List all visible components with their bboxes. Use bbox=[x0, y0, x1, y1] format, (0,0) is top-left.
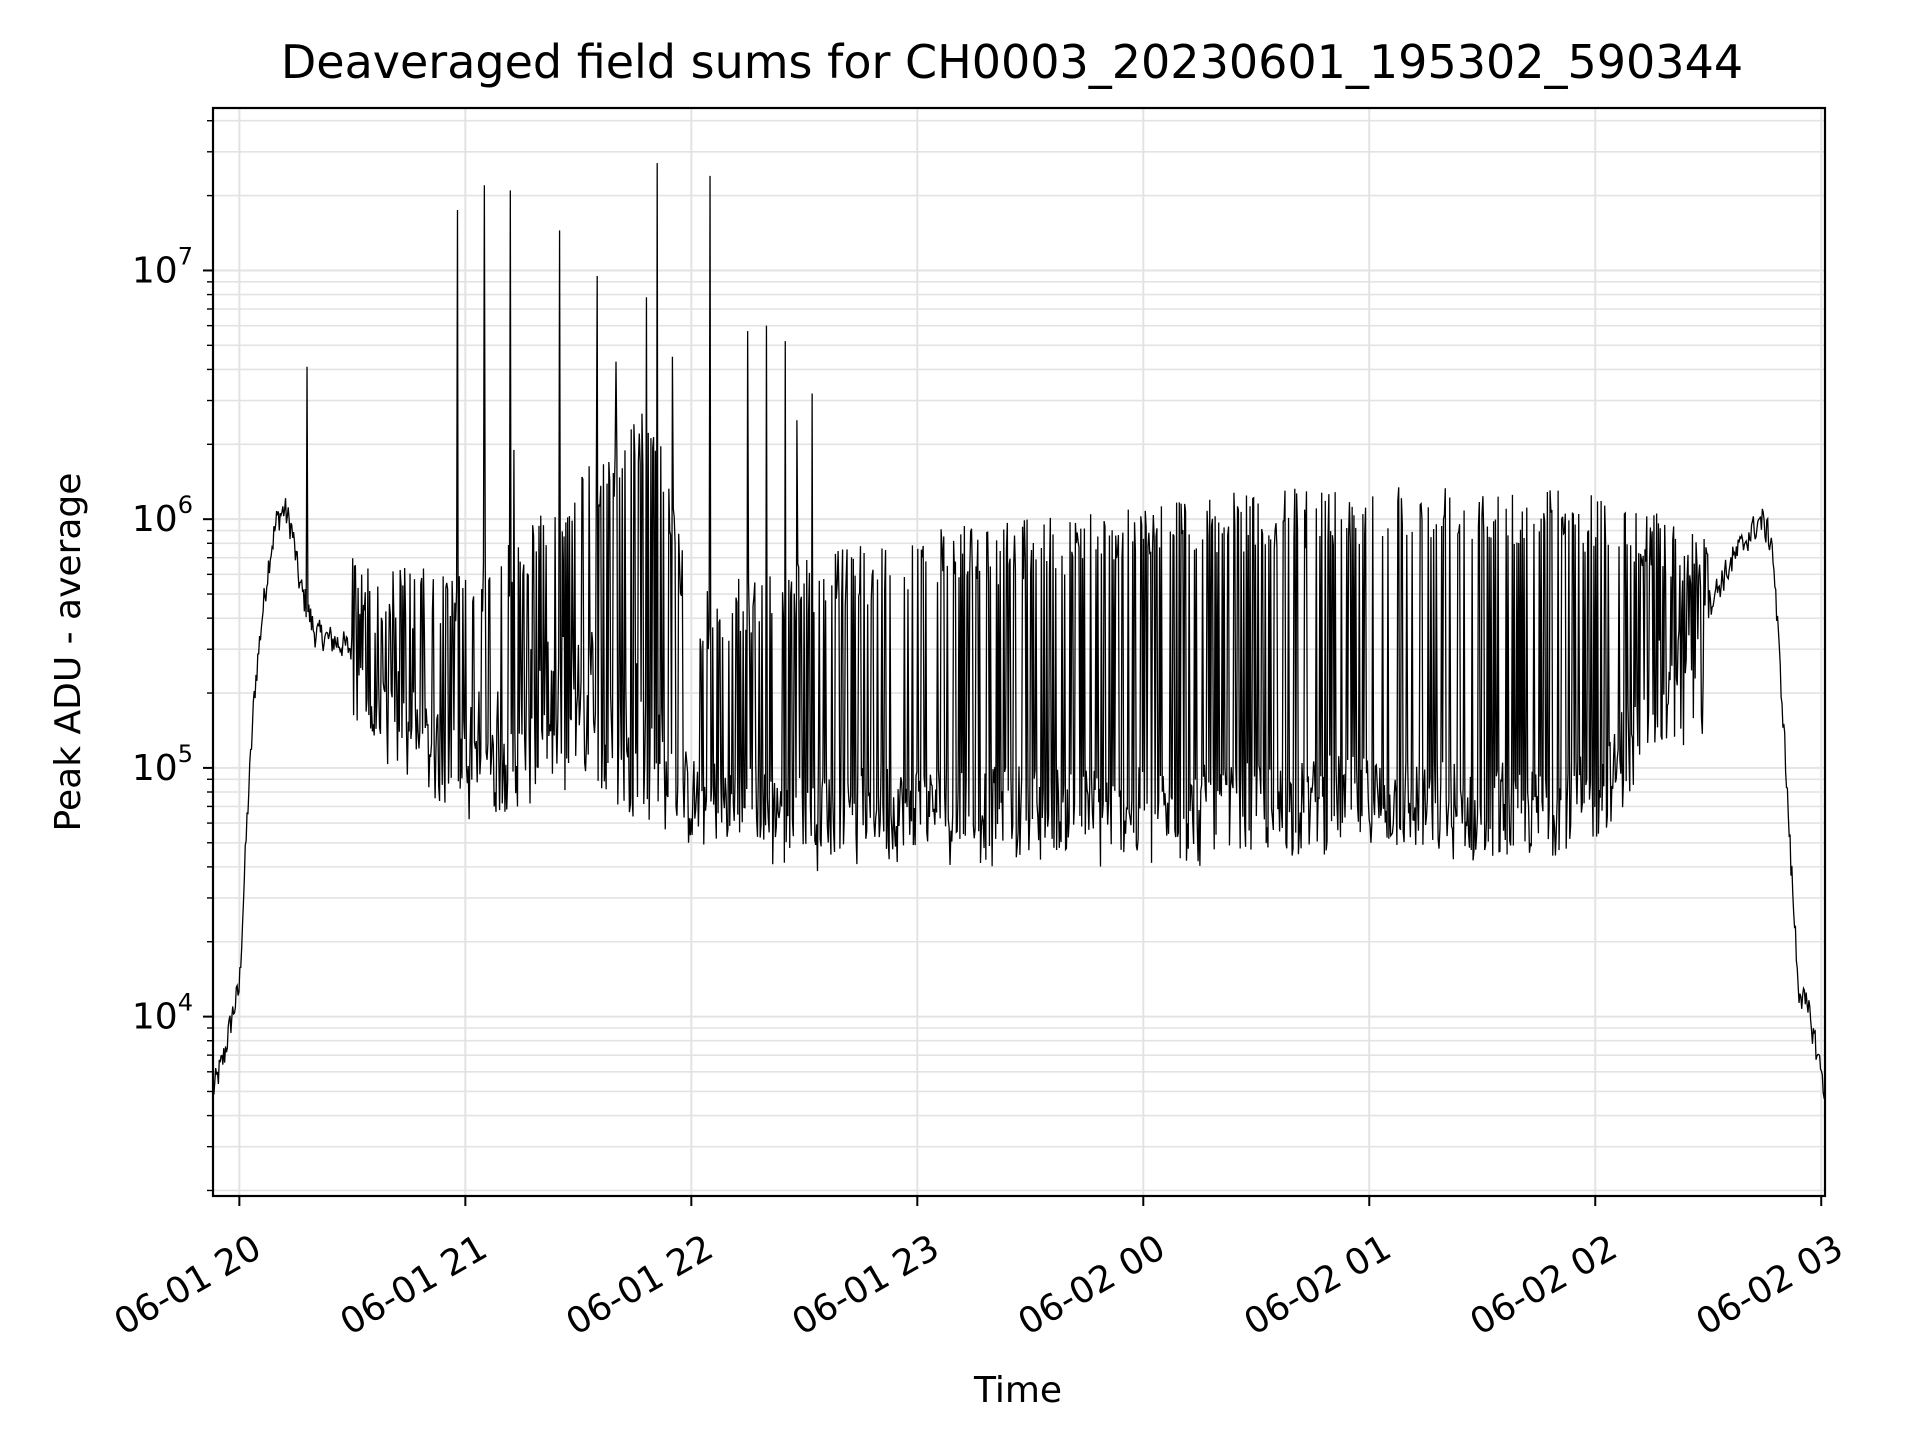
grid bbox=[213, 108, 1825, 1196]
y-tick-label: 105 bbox=[132, 740, 193, 789]
y-tick-label: 107 bbox=[132, 242, 193, 291]
y-tick-label: 104 bbox=[132, 989, 193, 1038]
y-axis-label: Peak ADU - average bbox=[48, 473, 89, 832]
plot-frame bbox=[211, 106, 1827, 1198]
y-tick-label: 106 bbox=[132, 491, 193, 540]
y-axis: 104 105 106 107 bbox=[132, 120, 213, 1192]
series-line bbox=[212, 163, 1826, 1100]
x-axis-label: Time bbox=[973, 1370, 1062, 1411]
chart-title: Deaveraged field sums for CH0003_2023060… bbox=[281, 35, 1743, 89]
